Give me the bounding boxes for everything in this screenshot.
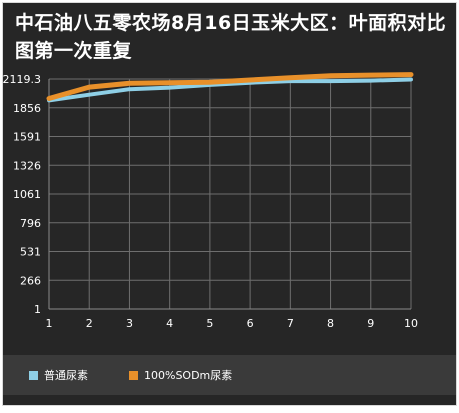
y-tick-label: 1856 [13, 102, 41, 115]
grid-layer [48, 78, 412, 310]
chart-panel: 中石油八五零农场8月16日玉米大区：叶面积对比图第一次重复 2119.3 1856… [2, 2, 457, 406]
y-tick-label: 531 [20, 246, 41, 259]
x-tick-label: 8 [327, 317, 334, 330]
plot-area: 2119.3 1856 1591 1326 1061 796 531 266 11 2 3 4 5 6 7 8… [3, 72, 418, 330]
legend-label-1: 100%SODm尿素 [144, 369, 233, 382]
series-layer [46, 72, 414, 103]
x-tick-label: 1 [46, 317, 53, 330]
y-tick-label: 1591 [13, 131, 41, 144]
x-tick-label: 10 [404, 317, 418, 330]
legend-swatch-1 [129, 370, 138, 380]
x-tick-label: 9 [367, 317, 374, 330]
x-tick-label: 3 [126, 317, 133, 330]
y-tick-label: 1 [34, 303, 41, 316]
y-tick-label: 1326 [13, 159, 41, 172]
x-tick-label: 2 [86, 317, 93, 330]
y-tick-label: 2119.3 [3, 73, 41, 86]
legend-item-1: 100%SODm尿素 [129, 367, 232, 383]
y-tick-label: 1061 [13, 188, 41, 201]
series-line-0 [47, 77, 413, 103]
y-tick-label: 266 [20, 274, 41, 287]
axis-layer: 2119.3 1856 1591 1326 1061 796 531 266 11 2 3 4 5 6 7 8… [3, 73, 418, 330]
x-tick-label: 6 [247, 317, 254, 330]
series-line-1 [46, 72, 414, 101]
legend-label-0: 普通尿素 [44, 369, 88, 382]
legend-item-0: 普通尿素 [29, 367, 88, 383]
x-tick-label: 7 [287, 317, 294, 330]
legend: 普通尿素 100%SODm尿素 [3, 355, 456, 395]
chart-title: 中石油八五零农场8月16日玉米大区：叶面积对比图第一次重复 [15, 12, 447, 62]
x-tick-label: 4 [166, 317, 173, 330]
legend-swatch-0 [29, 370, 38, 380]
y-tick-label: 796 [20, 217, 41, 230]
x-tick-label: 5 [206, 317, 213, 330]
